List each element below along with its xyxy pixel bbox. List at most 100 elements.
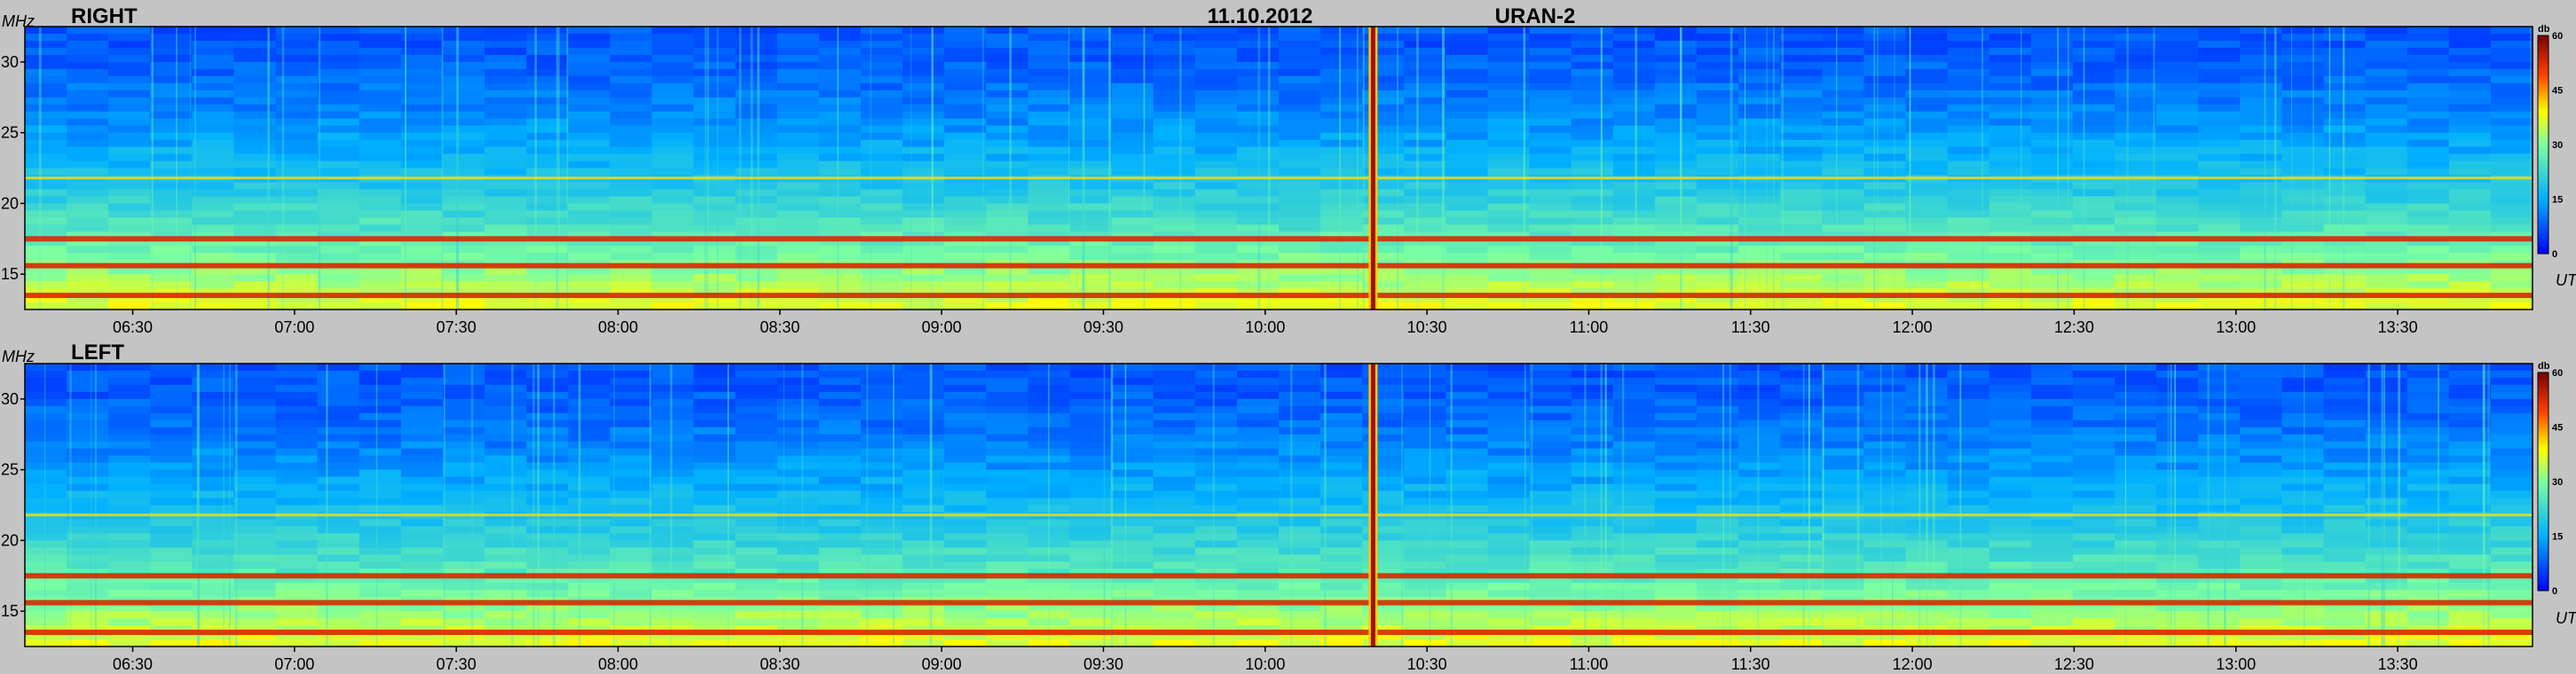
heatmap-cell [1028,639,1071,647]
heatmap-cell [1654,132,1698,141]
heatmap-cell [2030,590,2074,598]
heatmap-cell [2115,419,2157,428]
heatmap-cell [2072,153,2115,162]
heatmap-cell [861,267,903,275]
heatmap-cell [902,412,945,421]
heatmap-cell [1697,196,1739,205]
heatmap-cell [2281,576,2325,584]
heatmap-cell [1487,568,1531,577]
heatmap-cell [150,54,193,63]
heatmap-cell [610,27,653,35]
heatmap-cell [986,27,1029,35]
heatmap-cell [1236,161,1280,169]
heatmap-cell [275,61,319,70]
heatmap-cell [986,224,1029,233]
heatmap-cell [1487,405,1531,414]
heatmap-cell [1320,469,1363,478]
heatmap-cell [1069,75,1113,84]
heatmap-cell [1863,462,1907,471]
heatmap-cell [2323,217,2367,226]
heatmap-cell [776,533,820,542]
interference-streak [189,27,192,310]
heatmap-cell [1738,469,1781,478]
heatmap-cell [2115,118,2157,127]
heatmap-cell [861,295,903,303]
heatmap-cell [2030,632,2074,640]
heatmap-cell [2490,398,2533,407]
interference-streak [704,27,707,310]
heatmap-cell [1236,412,1280,421]
heatmap-cell [1153,125,1196,134]
heatmap-cell [1780,533,1824,542]
heatmap-cell [1362,97,1406,106]
heatmap-cell [610,267,653,275]
heatmap-cell [1947,618,1990,626]
heatmap-cell [233,483,277,492]
heatmap-cell [2490,302,2533,310]
heatmap-cell [861,371,903,379]
heatmap-cell [1236,519,1280,528]
heatmap-cell [861,618,903,626]
heatmap-cell [2323,281,2367,289]
heatmap-cell [610,104,653,113]
heatmap-cell [108,625,152,633]
heatmap-cell [2240,547,2283,556]
heatmap-cell [1905,203,1949,212]
heatmap-cell [986,554,1029,563]
heatmap-cell [67,196,109,205]
heatmap-cell [944,34,988,42]
heatmap-cell [1153,111,1196,120]
heatmap-cell [443,391,485,400]
heatmap-cell [2365,27,2408,35]
heatmap-cell [1612,168,1656,176]
heatmap-cell [1362,75,1406,84]
heatmap-cell [2490,97,2533,106]
heatmap-cell [986,412,1029,421]
heatmap-cell [1697,533,1739,542]
heatmap-cell [1612,490,1656,499]
heatmap-cell [944,118,988,127]
heatmap-cell [1738,224,1781,233]
heatmap-cell [1905,224,1949,233]
heatmap-cell [610,364,653,372]
heatmap-cell [1446,639,1489,647]
heatmap-cell [568,632,611,640]
heatmap-cell [1697,526,1739,535]
heatmap-cell [275,377,319,386]
heatmap-cell [1362,526,1406,535]
heatmap-cell [192,231,235,240]
heatmap-cell [1111,498,1154,506]
heatmap-cell [1028,161,1071,169]
heatmap-cell [150,625,193,633]
heatmap-cell [1487,217,1531,226]
heatmap-cell [2240,182,2283,191]
heatmap-cell [1320,27,1363,35]
heatmap-cell [818,239,862,247]
heatmap-cell [358,519,402,528]
heatmap-cell [25,371,67,379]
heatmap-cell [1905,68,1949,77]
heatmap-cell [1780,554,1824,563]
heatmap-cell [1863,90,1907,98]
heatmap-cell [568,611,611,619]
heatmap-cell [1947,412,1990,421]
heatmap-cell [400,41,444,49]
heatmap-cell [1362,618,1406,626]
heatmap-cell [1989,462,2032,471]
interference-streak [532,364,535,647]
heatmap-cell [2030,483,2074,492]
heatmap-cell [1654,384,1698,393]
heatmap-cell [2240,118,2283,127]
heatmap-cell [484,469,527,478]
x-unit-label: UT [2556,609,2576,627]
heatmap-cell [1362,632,1406,640]
heatmap-cell [986,625,1029,633]
heatmap-cell [2448,41,2492,49]
heatmap-cell [108,239,152,247]
heatmap-cell [67,505,109,513]
heatmap-cell [2240,412,2283,421]
heatmap-cell [233,239,277,247]
heatmap-cell [568,231,611,240]
heatmap-cell [2323,118,2367,127]
heatmap-cell [818,540,862,549]
